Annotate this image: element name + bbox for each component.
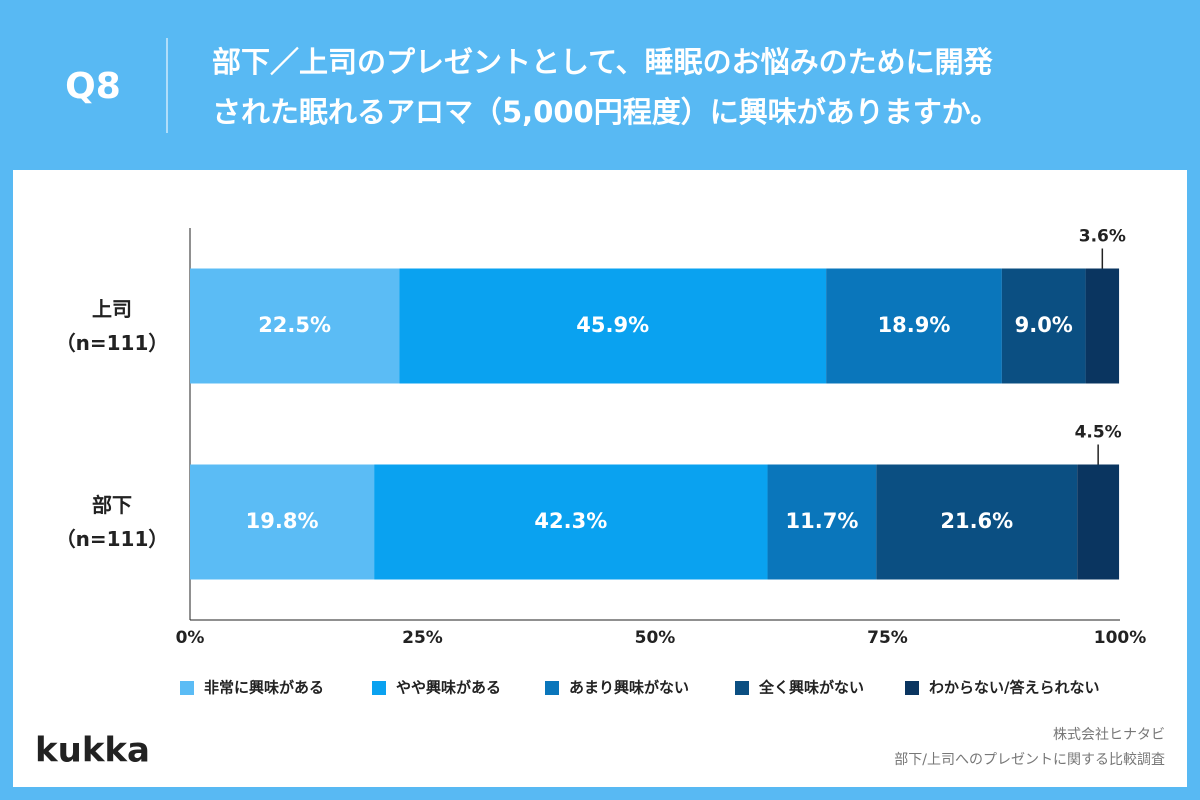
legend-swatch <box>735 681 749 695</box>
bar-segment <box>767 464 877 580</box>
data-label: 9.0% <box>1015 313 1073 337</box>
bar-segment <box>374 464 768 580</box>
legend-label: わからない/答えられない <box>929 679 1099 697</box>
data-label: 22.5% <box>258 313 331 337</box>
bar-segment <box>876 464 1078 580</box>
question-label: Q8 <box>65 66 121 107</box>
data-label: 11.7% <box>786 509 859 533</box>
bar-segment <box>1077 464 1120 580</box>
x-tick-label: 75% <box>867 628 908 648</box>
data-label: 3.6% <box>1079 227 1126 247</box>
source: 部下/上司へのプレゼントに関する比較調査 <box>894 752 1165 768</box>
data-label: 19.8% <box>246 509 319 533</box>
data-label: 21.6% <box>940 509 1013 533</box>
data-label: 42.3% <box>534 509 607 533</box>
x-tick-label: 50% <box>635 628 676 648</box>
legend-swatch <box>545 681 559 695</box>
bar-segment <box>1085 268 1120 384</box>
legend-label: 全く興味がない <box>758 679 864 697</box>
x-tick-label: 100% <box>1094 628 1147 648</box>
bar-segment <box>399 268 827 384</box>
source: 株式会社ヒナタビ <box>1053 727 1165 743</box>
legend-swatch <box>372 681 386 695</box>
legend-label: 非常に興味がある <box>204 679 324 697</box>
data-label: 18.9% <box>878 313 951 337</box>
legend-swatch <box>905 681 919 695</box>
legend-swatch <box>180 681 194 695</box>
data-label: 4.5% <box>1075 423 1122 443</box>
x-tick-label: 25% <box>402 628 443 648</box>
legend-label: あまり興味がない <box>569 679 689 697</box>
logo: kukka <box>35 731 150 771</box>
legend-label: やや興味がある <box>396 679 501 697</box>
category-label: 上司 （n=111） <box>55 297 169 355</box>
x-tick-label: 0% <box>176 628 205 648</box>
bar-segment <box>826 268 1002 384</box>
bar-segment <box>1001 268 1086 384</box>
category-label: 部下 （n=111） <box>55 493 169 551</box>
title: 部下／上司のプレゼントとして、睡眠のお悩みのために開発 された眠れるアロマ（5,… <box>212 45 1000 129</box>
bar-segment <box>190 464 375 580</box>
bar-segment <box>190 268 400 384</box>
data-label: 45.9% <box>576 313 649 337</box>
